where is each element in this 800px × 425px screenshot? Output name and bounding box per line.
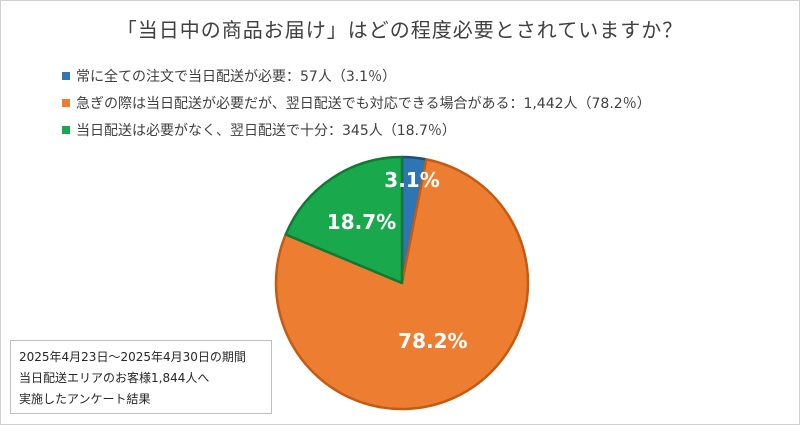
data-label-always-same-day: 3.1%: [384, 168, 439, 192]
legend-label: 急ぎの際は当日配送が必要だが、翌日配送でも対応できる場合がある：1,442人（7…: [76, 95, 651, 112]
legend-item-next-day-sufficient: 当日配送は必要がなく、翌日配送で十分：345人（18.7％）: [62, 116, 651, 143]
legend-item-same-day-when-urgent: 急ぎの際は当日配送が必要だが、翌日配送でも対応できる場合がある：1,442人（7…: [62, 89, 651, 116]
pie-data-labels: 3.1% 78.2% 18.7%: [327, 168, 468, 353]
note-line-respondents: 当日配送エリアのお客様1,844人へ: [19, 371, 210, 385]
pie-slice-next-day-sufficient: [284, 155, 404, 285]
survey-note-box: 2025年4月23日～2025年4月30日の期間 当日配送エリアのお客様1,84…: [10, 340, 272, 414]
legend-swatch-orange: [62, 98, 70, 107]
legend-swatch-blue: [62, 71, 70, 80]
pie-slices: [274, 155, 530, 411]
legend-label: 常に全ての注文で当日配送が必要：57人（3.1％）: [76, 68, 397, 85]
note-line-period: 2025年4月23日～2025年4月30日の期間: [19, 350, 246, 364]
chart-legend: 常に全ての注文で当日配送が必要：57人（3.1％） 急ぎの際は当日配送が必要だが…: [62, 62, 651, 143]
data-label-next-day-sufficient: 18.7%: [327, 210, 396, 234]
legend-item-always-same-day: 常に全ての注文で当日配送が必要：57人（3.1％）: [62, 62, 651, 89]
chart-title: 「当日中の商品お届け」はどの程度必要とされていますか？: [116, 18, 684, 42]
legend-swatch-green: [62, 125, 70, 134]
note-line-result: 実施したアンケート結果: [19, 392, 151, 406]
legend-label: 当日配送は必要がなく、翌日配送で十分：345人（18.7％）: [76, 122, 456, 139]
data-label-same-day-when-urgent: 78.2%: [398, 329, 467, 353]
